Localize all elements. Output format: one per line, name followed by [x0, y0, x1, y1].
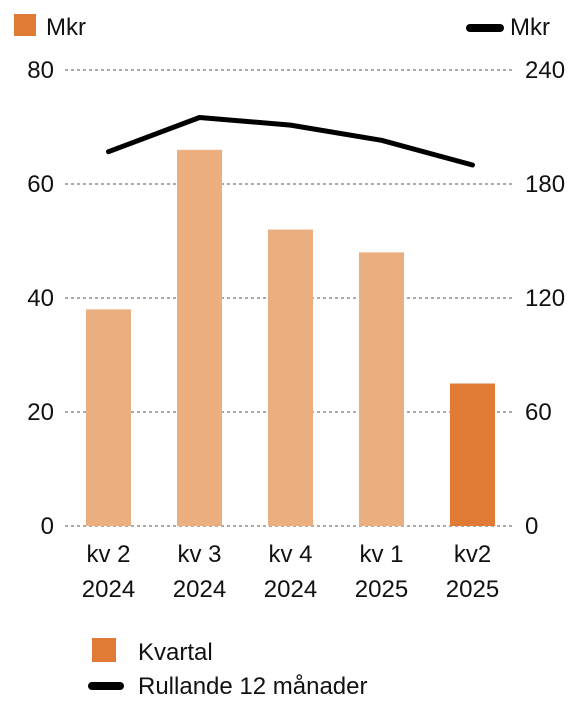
y-left-tick-label: 80 [27, 57, 54, 84]
legend: Kvartal Rullande 12 månader [88, 638, 368, 700]
y-right-tick-label: 0 [525, 513, 538, 540]
bar [450, 383, 495, 526]
x-category-label: kv 4 [268, 541, 312, 568]
y-axis-left: 0 20 40 60 80 [27, 57, 54, 540]
x-category-year-label: 2024 [173, 576, 226, 603]
x-category-year-label: 2024 [82, 576, 135, 603]
x-category-label: kv 2 [86, 541, 130, 568]
unit-left-swatch [14, 14, 36, 36]
x-category-label: kv 1 [359, 541, 403, 568]
line-rullande-12-manader [106, 115, 475, 168]
legend-swatch-kvartal [92, 638, 116, 662]
unit-left-label: Mkr [46, 14, 86, 41]
y-axis-right: 0 60 120 180 240 [525, 57, 565, 540]
y-right-tick-label: 180 [525, 171, 565, 198]
line-series [106, 115, 475, 168]
y-right-tick-label: 120 [525, 285, 565, 312]
y-left-tick-label: 0 [41, 513, 54, 540]
x-category-year-label: 2024 [264, 576, 317, 603]
x-category-year-label: 2025 [355, 576, 408, 603]
legend-label-kvartal: Kvartal [138, 639, 213, 666]
bar [359, 252, 404, 526]
y-right-tick-label: 60 [525, 399, 552, 426]
bar [86, 309, 131, 526]
bars [86, 149, 495, 527]
x-category-label: kv 3 [177, 541, 221, 568]
x-axis-labels: kv 2 2024 kv 3 2024 kv 4 2024 kv 1 2025 kv2 2025 [82, 541, 499, 603]
bar [177, 149, 222, 527]
unit-right-label: Mkr [510, 14, 550, 41]
y-right-tick-label: 240 [525, 57, 565, 84]
bar [268, 229, 313, 526]
y-left-tick-label: 60 [27, 171, 54, 198]
y-left-tick-label: 40 [27, 285, 54, 312]
y-left-tick-label: 20 [27, 399, 54, 426]
x-category-year-label: 2025 [446, 576, 499, 603]
x-category-label: kv2 [454, 541, 491, 568]
legend-label-rullande: Rullande 12 månader [138, 673, 368, 700]
